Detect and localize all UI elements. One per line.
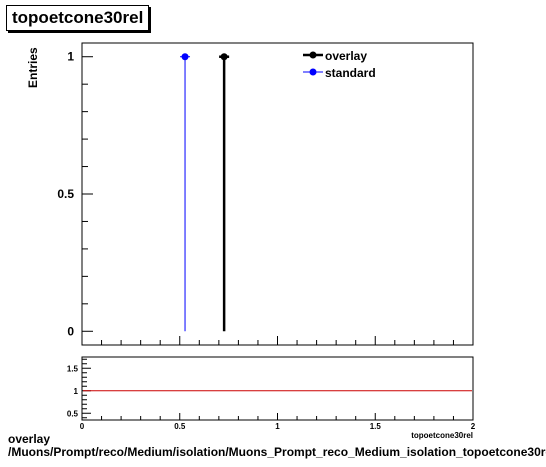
ratio-x-tick-label: 0 xyxy=(80,422,85,431)
x-axis-label: topoetcone30rel xyxy=(411,431,473,440)
y-axis-label: Entries xyxy=(26,47,40,88)
main-plot-frame xyxy=(81,42,474,346)
ratio-x-tick-label: 2 xyxy=(471,422,476,431)
ratio-plot-frame xyxy=(81,356,474,421)
y-tick-label: 0 xyxy=(67,324,74,338)
legend-standard-label: standard xyxy=(325,66,376,80)
histogram-title: topoetcone30rel xyxy=(6,5,150,31)
footer-line-2: /Muons/Prompt/reco/Medium/isolation/Muon… xyxy=(8,445,546,459)
ratio-x-tick-label: 1 xyxy=(275,422,280,431)
legend-overlay-label: overlay xyxy=(325,49,367,63)
ratio-y-tick-label: 1.5 xyxy=(67,364,79,373)
ratio-x-tick-label: 0.5 xyxy=(174,422,186,431)
y-tick-label: 0.5 xyxy=(57,187,74,201)
standard-point xyxy=(181,53,189,61)
ratio-x-tick-label: 1.5 xyxy=(370,422,382,431)
ratio-y-tick-label: 1 xyxy=(74,387,79,396)
footer-line-1: overlay xyxy=(8,432,51,446)
ratio-y-tick-label: 0.5 xyxy=(67,409,79,418)
legend-overlay-marker xyxy=(309,51,317,59)
legend-standard-marker xyxy=(309,68,317,76)
y-tick-label: 1 xyxy=(67,50,74,64)
overlay-point xyxy=(220,53,228,61)
